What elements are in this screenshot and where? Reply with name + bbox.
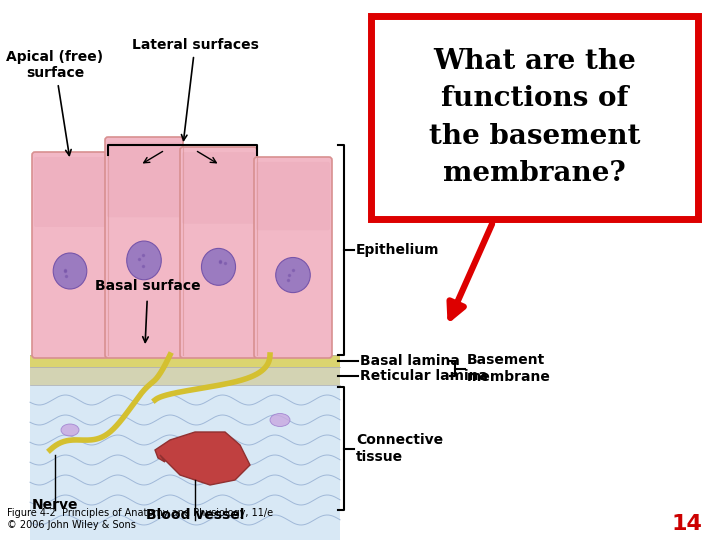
Ellipse shape	[127, 241, 161, 280]
Text: Basal surface: Basal surface	[95, 279, 201, 342]
FancyBboxPatch shape	[105, 137, 183, 358]
Text: What are the
functions of
the basement
membrane?: What are the functions of the basement m…	[429, 48, 640, 187]
Text: Connective
tissue: Connective tissue	[356, 434, 443, 464]
Ellipse shape	[276, 258, 310, 293]
Text: 14: 14	[671, 514, 702, 534]
Ellipse shape	[202, 248, 235, 285]
FancyBboxPatch shape	[254, 157, 332, 358]
Bar	[30, 355, 340, 367]
Text: Reticular lamina: Reticular lamina	[360, 369, 488, 383]
Ellipse shape	[53, 253, 87, 289]
Text: Epithelium: Epithelium	[356, 243, 439, 257]
FancyBboxPatch shape	[182, 152, 255, 224]
Text: Basal lamina: Basal lamina	[360, 354, 460, 368]
Bar	[371, 16, 698, 219]
Text: Nerve: Nerve	[32, 498, 78, 512]
Text: Apical (free)
surface: Apical (free) surface	[6, 50, 104, 156]
FancyBboxPatch shape	[32, 152, 108, 358]
Text: Basement
membrane: Basement membrane	[467, 353, 551, 383]
Ellipse shape	[189, 438, 211, 452]
FancyBboxPatch shape	[180, 147, 257, 358]
FancyBboxPatch shape	[34, 157, 106, 227]
FancyBboxPatch shape	[107, 143, 181, 217]
Text: Lateral surfaces: Lateral surfaces	[132, 38, 258, 140]
Bar	[30, 367, 340, 385]
Text: Figure 4-2  Principles of Anatomy and Physiology, 11/e
© 2006 John Wiley & Sons: Figure 4-2 Principles of Anatomy and Phy…	[7, 508, 274, 530]
Polygon shape	[155, 432, 250, 485]
Ellipse shape	[270, 414, 290, 427]
Text: Blood vessel: Blood vessel	[146, 508, 244, 522]
Bar	[30, 385, 340, 540]
Ellipse shape	[61, 424, 79, 436]
FancyBboxPatch shape	[256, 162, 330, 230]
